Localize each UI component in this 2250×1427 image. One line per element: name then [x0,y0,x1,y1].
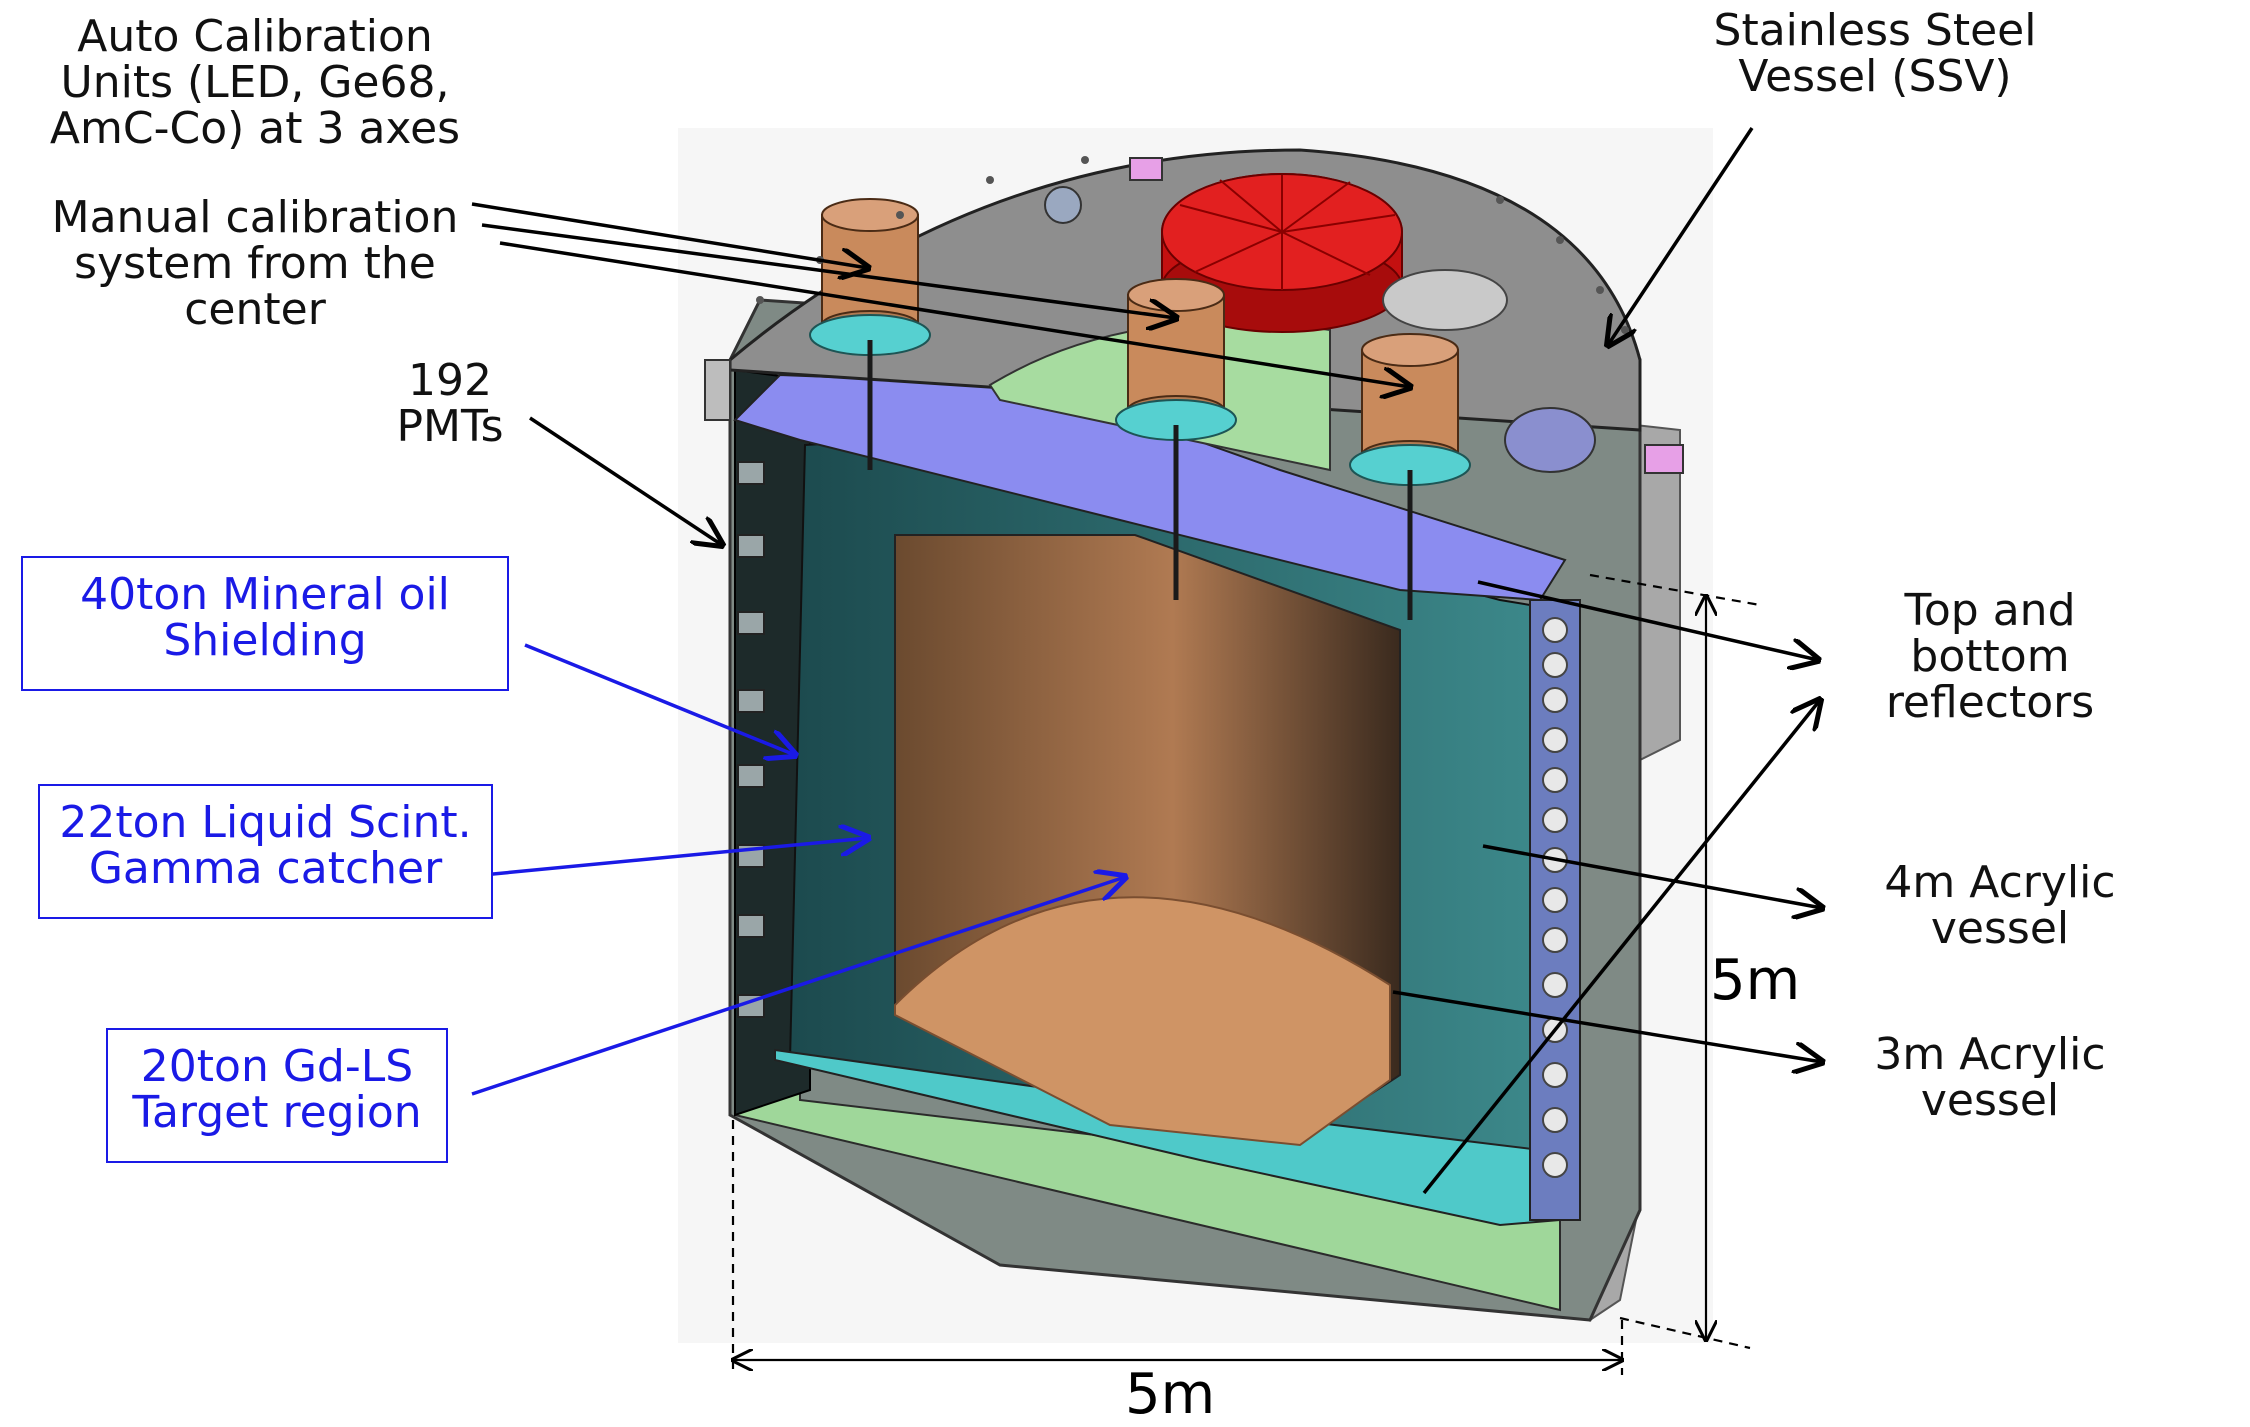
label-liquid-scint: 22ton Liquid Scint. Gamma catcher [59,797,472,895]
left-pipe-elbow [704,359,731,421]
label-manual-calibration: Manual calibration system from the cente… [51,192,459,336]
dimension-height [1589,573,1761,1350]
box-mineral-oil: 40ton Mineral oil Shielding [21,556,509,691]
label-acrylic-3m: 3m Acrylic vessel [1874,1029,2106,1127]
arrow-ssv [1608,127,1754,345]
lid-bolts [756,156,1629,334]
arrow-liquid-scint [471,838,868,878]
label-acrylic-4m: 4m Acrylic vessel [1884,857,2116,955]
label-gd-ls: 20ton Gd-LS Target region [132,1041,422,1139]
arrow-reflector-bottom [1422,700,1820,1195]
arrow-manual-2 [481,223,1176,318]
label-width: 5m [1125,1362,1216,1427]
calibration-rods [867,340,1413,620]
arrow-gd-ls [471,877,1125,1096]
lid-fitting-pink [1129,157,1163,181]
box-gd-ls: 20ton Gd-LS Target region [106,1028,448,1163]
dimension-width [733,1120,1622,1375]
box-liquid-scint: 22ton Liquid Scint. Gamma catcher [38,784,493,919]
arrow-manual-1 [471,202,868,268]
label-pmts: 192 PMTs [396,355,504,453]
arrow-pmts [529,416,722,545]
label-reflectors: Top and bottom reflectors [1885,585,2095,729]
lid-fitting-pink-right [1644,444,1684,474]
lid-valve [1044,186,1082,224]
target-bottom-dome [894,896,1391,1147]
calibration-caps [809,314,1471,486]
label-stainless-steel: Stainless Steel Vessel (SSV) [1713,5,2037,103]
label-mineral-oil: 40ton Mineral oil Shielding [80,569,450,667]
label-height: 5m [1710,948,1801,1013]
lid-pump [1504,407,1596,473]
arrow-acrylic-3m [1392,990,1822,1062]
arrow-reflector-top [1477,580,1818,660]
label-auto-calibration: Auto Calibration Units (LED, Ge68, AmC-C… [49,11,461,155]
black-arrows [471,127,1822,1195]
arrow-manual-3 [499,241,1410,387]
arrow-mineral-oil [524,643,795,755]
grey-tank [1382,269,1508,331]
arrow-acrylic-4m [1482,844,1822,908]
